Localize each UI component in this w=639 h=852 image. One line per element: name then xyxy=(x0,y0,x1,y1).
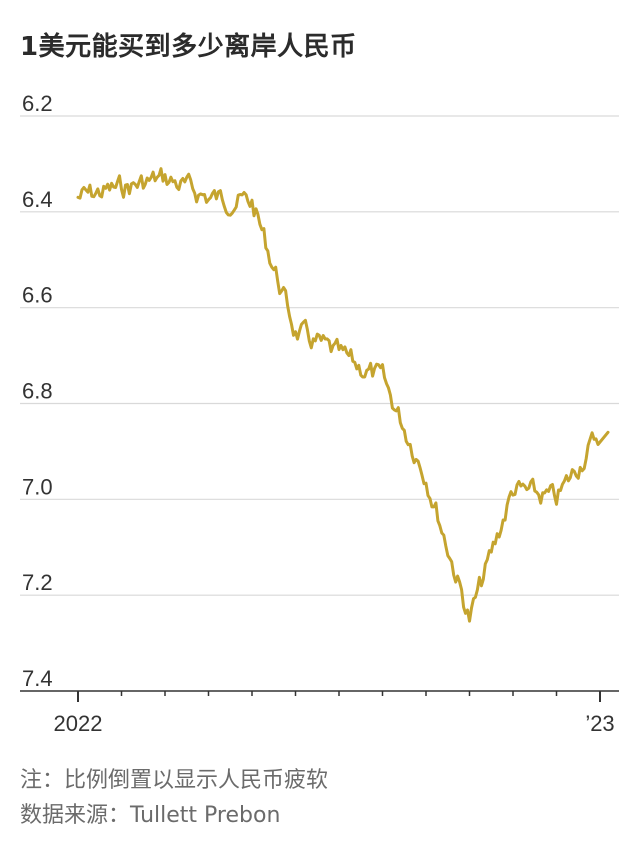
series-line xyxy=(76,167,610,623)
x-tick-label-2022: 2022 xyxy=(54,711,103,736)
chart-source: 数据来源：Tullett Prebon xyxy=(20,803,281,828)
y-tick-label: 6.8 xyxy=(22,379,53,404)
x-tick-label-2023: ’23 xyxy=(585,711,614,736)
chart-title: 1美元能买到多少离岸人民币 xyxy=(20,32,357,62)
y-tick-label: 6.2 xyxy=(22,91,53,116)
gridlines xyxy=(20,115,619,596)
y-tick-label: 7.4 xyxy=(22,666,53,691)
y-tick-label: 7.2 xyxy=(22,570,53,595)
y-axis-tick-labels: 6.2 6.4 6.6 6.8 7.0 7.2 7.4 xyxy=(22,91,53,691)
y-tick-label: 6.6 xyxy=(22,283,53,308)
y-tick-label: 7.0 xyxy=(22,474,53,499)
chart-note: 注：比例倒置以显示人民币疲软 xyxy=(20,768,329,793)
y-tick-label: 6.4 xyxy=(22,187,53,212)
x-axis-ticks xyxy=(77,691,601,702)
